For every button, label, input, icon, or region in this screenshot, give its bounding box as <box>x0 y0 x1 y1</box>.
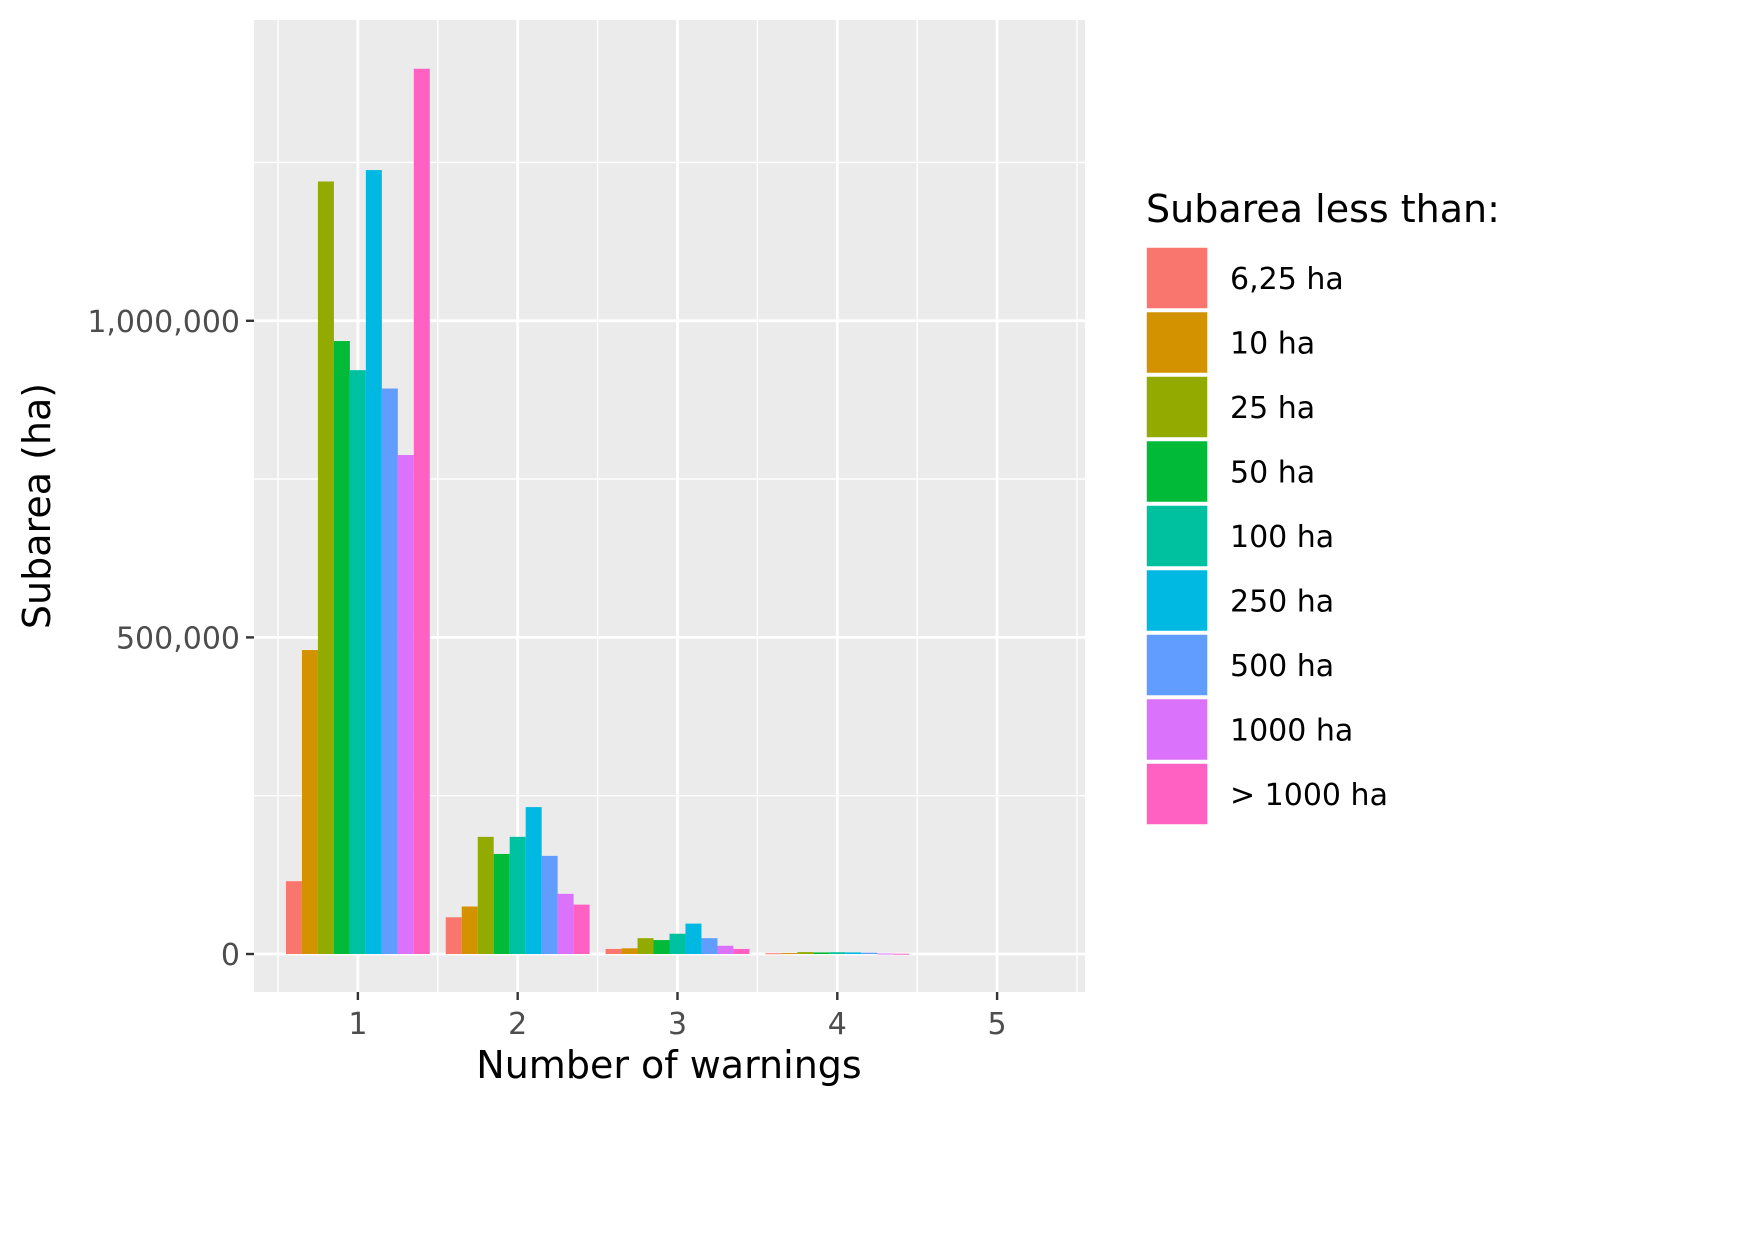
bar <box>717 945 734 955</box>
legend-items: 6,25 ha 10 ha 25 ha 50 ha 100 ha 250 ha 500 ha… <box>1145 246 1388 826</box>
bar <box>461 906 478 955</box>
x-tick-label: 4 <box>828 1007 847 1042</box>
bar <box>861 952 878 955</box>
bars <box>285 68 910 955</box>
bar <box>685 923 702 955</box>
y-tick-label: 0 <box>221 938 240 973</box>
bar <box>493 853 510 955</box>
x-tick-label: 5 <box>988 1007 1007 1042</box>
legend-label: 250 ha <box>1230 585 1334 620</box>
bar <box>525 807 542 955</box>
x-axis-title: Number of warnings <box>476 1043 861 1087</box>
y-tick-label: 500,000 <box>116 621 240 656</box>
legend-key <box>1145 762 1209 826</box>
bar <box>797 952 814 955</box>
bar <box>893 953 910 955</box>
legend-label: > 1000 ha <box>1230 778 1388 813</box>
bar <box>573 904 590 955</box>
legend-title: Subarea less than: <box>1146 187 1500 231</box>
legend-label: 1000 ha <box>1230 714 1353 749</box>
bar <box>333 341 350 955</box>
bar <box>349 370 366 955</box>
x-tick-label: 3 <box>668 1007 687 1042</box>
bar <box>701 938 718 955</box>
legend-label: 50 ha <box>1230 456 1315 491</box>
bar <box>781 953 798 955</box>
bar <box>301 650 318 955</box>
bar <box>365 170 382 955</box>
legend-key <box>1145 375 1209 439</box>
legend-key <box>1145 310 1209 375</box>
bar <box>557 893 574 955</box>
legend: Subarea less than: 6,25 ha 10 ha 25 ha 50 h… <box>1145 187 1500 826</box>
x-axis: 1 2 3 4 5 <box>348 992 1007 1042</box>
bar <box>477 836 494 955</box>
legend-label: 500 ha <box>1230 649 1334 684</box>
bar <box>653 940 670 955</box>
y-tick-label: 1,000,000 <box>87 305 240 340</box>
bar <box>733 948 750 955</box>
legend-key <box>1145 697 1209 762</box>
bar <box>285 881 302 955</box>
bar <box>381 388 398 955</box>
bar <box>637 938 654 955</box>
y-axis-title: Subarea (ha) <box>15 383 59 629</box>
legend-key <box>1145 439 1209 504</box>
legend-key <box>1145 504 1209 568</box>
bar <box>541 855 558 955</box>
bar <box>413 68 430 955</box>
legend-label: 25 ha <box>1230 391 1315 426</box>
bar <box>605 948 622 955</box>
bar <box>877 953 894 955</box>
bar <box>765 953 782 955</box>
bar <box>397 455 414 955</box>
bar <box>669 933 686 955</box>
legend-key <box>1145 246 1209 310</box>
legend-label: 100 ha <box>1230 520 1334 555</box>
legend-key <box>1145 633 1209 697</box>
x-tick-label: 1 <box>348 1007 367 1042</box>
y-axis: 0 500,000 1,000,000 <box>87 305 254 973</box>
legend-label: 10 ha <box>1230 327 1315 362</box>
x-tick-label: 2 <box>508 1007 527 1042</box>
legend-label: 6,25 ha <box>1230 262 1344 297</box>
bar <box>445 917 462 955</box>
bar <box>621 948 638 955</box>
bar <box>829 952 846 955</box>
bar <box>509 836 526 955</box>
bar <box>845 952 862 955</box>
legend-key <box>1145 568 1209 633</box>
bar <box>317 181 334 955</box>
bar <box>813 952 830 955</box>
